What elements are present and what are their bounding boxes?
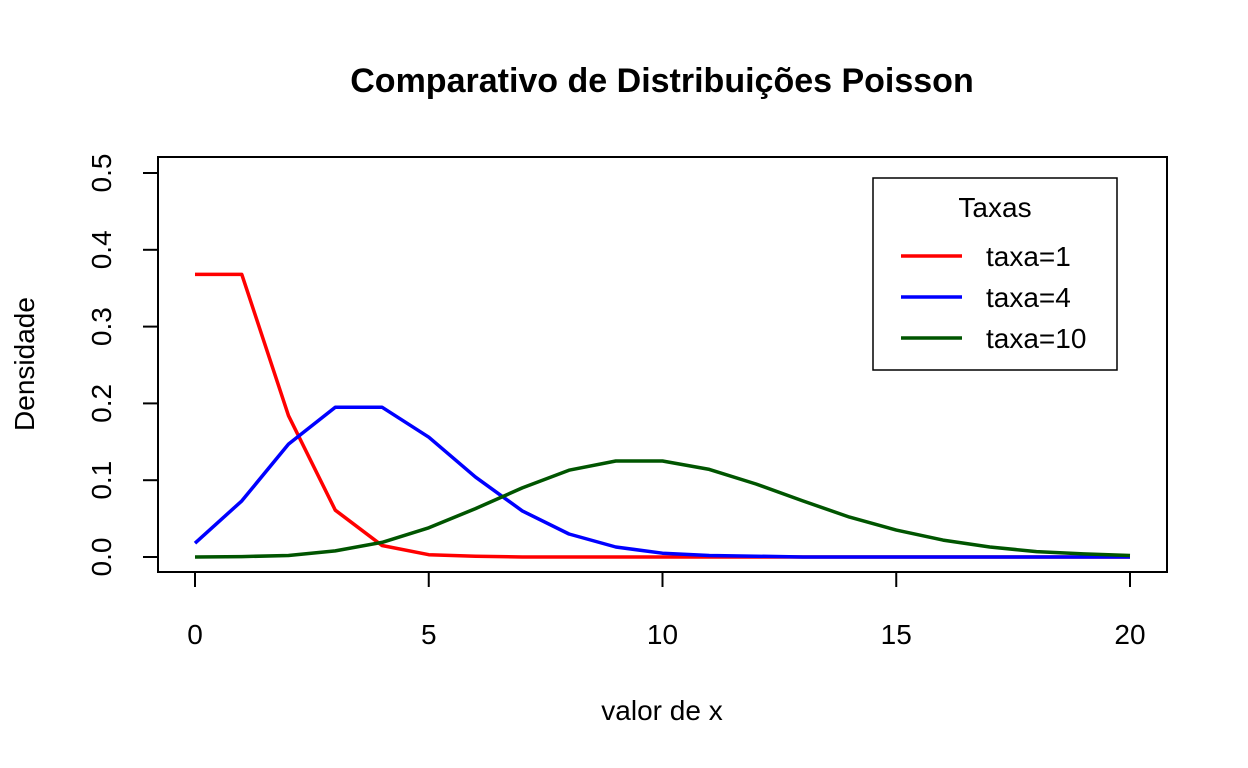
y-tick-label: 0.3 [86,307,117,346]
legend-label: taxa=1 [986,241,1071,272]
legend-label: taxa=4 [986,282,1071,313]
x-tick-label: 0 [187,619,203,650]
legend: Taxas taxa=1 taxa=4 taxa=10 [872,177,1118,371]
series-line-taxa-10 [194,459,1131,559]
series-line-taxa-4 [193,405,1130,559]
y-axis-label: Densidade [9,297,40,431]
y-tick-label: 0.2 [86,384,117,423]
x-tick-label: 10 [647,619,678,650]
y-tick-label: 0.1 [86,461,117,500]
y-axis: 0.0 0.1 0.2 0.3 0.4 0.5 [86,154,159,577]
x-tick-label: 15 [881,619,912,650]
legend-items: taxa=1 taxa=4 taxa=10 [901,241,1086,354]
x-axis-label: valor de x [601,695,722,726]
legend-title: Taxas [958,192,1031,223]
y-tick-label: 0.4 [86,230,117,269]
series-layer [193,272,1131,559]
x-tick-label: 5 [421,619,437,650]
y-tick-label: 0.0 [86,538,117,577]
x-tick-label: 20 [1114,619,1145,650]
x-axis: 0 5 10 15 20 [187,571,1146,650]
chart-title: Comparativo de Distribuições Poisson [350,62,973,100]
legend-label: taxa=10 [986,323,1086,354]
y-tick-label: 0.5 [86,154,117,193]
